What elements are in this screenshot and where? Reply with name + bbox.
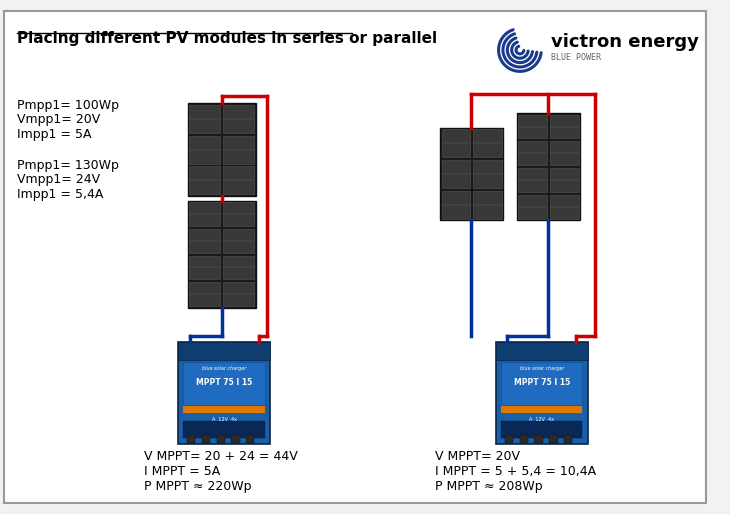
Bar <box>550 115 579 138</box>
Text: Impp1 = 5A: Impp1 = 5A <box>18 128 92 141</box>
Bar <box>473 191 502 218</box>
Bar <box>564 435 572 443</box>
Text: blue solar charger: blue solar charger <box>201 365 246 371</box>
Bar <box>518 141 548 165</box>
Text: Placing different PV modules in series or parallel: Placing different PV modules in series o… <box>18 30 437 46</box>
Bar <box>518 168 548 192</box>
Bar <box>223 202 254 226</box>
Text: Vmpp1= 20V: Vmpp1= 20V <box>18 113 101 126</box>
Text: P MPPT ≈ 220Wp: P MPPT ≈ 220Wp <box>144 480 251 492</box>
Bar <box>183 406 265 413</box>
Bar <box>231 435 239 443</box>
Bar <box>183 421 265 438</box>
Bar <box>440 128 504 220</box>
Bar <box>518 195 548 218</box>
Bar <box>442 129 470 157</box>
Bar <box>223 229 254 252</box>
Text: I MPPT = 5A: I MPPT = 5A <box>144 465 220 478</box>
Bar <box>223 255 254 279</box>
Text: Impp1 = 5,4A: Impp1 = 5,4A <box>18 188 104 201</box>
Text: Vmpp1= 24V: Vmpp1= 24V <box>18 173 101 187</box>
Text: victron energy: victron energy <box>551 33 699 51</box>
Bar <box>502 406 583 413</box>
Bar <box>187 435 196 443</box>
Text: A  12V  4x: A 12V 4x <box>529 417 554 421</box>
Bar <box>188 200 256 307</box>
Bar <box>189 136 220 163</box>
Bar <box>189 282 220 306</box>
Bar <box>534 435 542 443</box>
Text: V MPPT= 20 + 24 = 44V: V MPPT= 20 + 24 = 44V <box>144 450 298 464</box>
Bar <box>189 202 220 226</box>
Bar <box>442 160 470 188</box>
Text: Pmpp1= 100Wp: Pmpp1= 100Wp <box>18 99 120 112</box>
Text: I MPPT = 5 + 5,4 = 10,4A: I MPPT = 5 + 5,4 = 10,4A <box>435 465 596 478</box>
Bar <box>183 362 265 405</box>
Text: BLUE POWER: BLUE POWER <box>551 53 601 62</box>
Bar <box>473 129 502 157</box>
Text: MPPT 75 I 15: MPPT 75 I 15 <box>196 378 252 387</box>
Bar <box>223 136 254 163</box>
Text: P MPPT ≈ 208Wp: P MPPT ≈ 208Wp <box>435 480 543 492</box>
Bar <box>223 282 254 306</box>
Bar <box>442 191 470 218</box>
Bar <box>496 341 588 360</box>
Bar <box>178 341 270 444</box>
Text: blue solar charger: blue solar charger <box>520 365 564 371</box>
Bar <box>517 113 580 220</box>
Bar <box>217 435 225 443</box>
Text: A  12V  4x: A 12V 4x <box>212 417 237 421</box>
Bar <box>473 160 502 188</box>
Text: Pmpp1= 130Wp: Pmpp1= 130Wp <box>18 159 120 172</box>
Text: V MPPT= 20V: V MPPT= 20V <box>435 450 520 464</box>
Bar <box>520 435 528 443</box>
Bar <box>223 105 254 133</box>
Bar <box>496 341 588 444</box>
Bar <box>518 115 548 138</box>
Bar <box>189 255 220 279</box>
Bar <box>189 105 220 133</box>
Bar <box>189 167 220 194</box>
Bar <box>223 167 254 194</box>
Bar <box>202 435 210 443</box>
Bar <box>550 195 579 218</box>
Bar <box>550 141 579 165</box>
Bar <box>502 362 583 405</box>
Bar <box>549 435 558 443</box>
Bar <box>188 103 256 196</box>
Text: MPPT 75 I 15: MPPT 75 I 15 <box>514 378 570 387</box>
Bar <box>189 229 220 252</box>
Bar <box>246 435 255 443</box>
Bar <box>505 435 513 443</box>
Bar <box>502 421 583 438</box>
Bar <box>550 168 579 192</box>
Bar <box>178 341 270 360</box>
